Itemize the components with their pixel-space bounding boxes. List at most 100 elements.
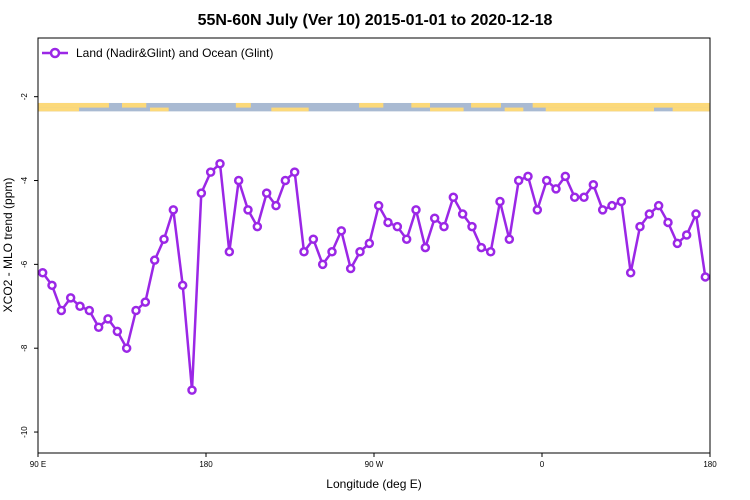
legend: Land (Nadir&Glint) and Ocean (Glint) (42, 46, 273, 60)
data-point (121, 343, 132, 353)
data-point (252, 221, 263, 232)
data-point (308, 234, 319, 244)
data-point (635, 221, 645, 232)
x-tick-label: 180 (703, 460, 717, 469)
strip-land (545, 107, 654, 112)
data-point (607, 200, 617, 211)
strip-land (38, 102, 109, 108)
data-point (299, 247, 309, 257)
data-point (485, 247, 496, 257)
data-point (625, 267, 636, 278)
strip-land (150, 107, 169, 112)
data-point (401, 234, 412, 244)
data-point (457, 209, 468, 219)
data-point (364, 238, 375, 249)
strip-land (532, 102, 710, 108)
data-point (177, 280, 188, 291)
data-point (289, 167, 300, 177)
y-axis-label: XCO2 - MLO trend (ppm) (1, 178, 15, 313)
data-point (224, 247, 235, 257)
data-point (579, 192, 589, 203)
x-axis-ticks: 90 E 180 90 W 0 180 (30, 453, 717, 469)
data-point (420, 242, 431, 253)
data-point (513, 175, 524, 186)
data-point (271, 200, 281, 211)
data-point (541, 175, 552, 186)
data-point (383, 217, 393, 228)
data-point (149, 255, 160, 265)
data-point (532, 205, 543, 215)
plot-frame (37, 37, 711, 454)
strip-land (471, 102, 501, 108)
data-point (168, 205, 179, 215)
data-point (336, 226, 347, 236)
legend-label: Land (Nadir&Glint) and Ocean (Glint) (76, 46, 273, 60)
x-tick-label: 180 (199, 460, 213, 469)
data-point (663, 217, 673, 228)
data-point (597, 205, 608, 215)
data-point (392, 221, 403, 232)
data-point (205, 167, 216, 177)
y-tick-label: -6 (20, 260, 29, 268)
x-tick-label: 90 E (30, 460, 46, 469)
data-point (476, 242, 487, 253)
data-point (504, 234, 515, 244)
data-point (261, 188, 272, 198)
y-axis-ticks: -2 -4 -6 -8 -10 (20, 93, 38, 438)
strip-land (271, 107, 309, 112)
strip-land (504, 107, 524, 112)
series-layer (37, 159, 711, 395)
data-point (103, 314, 113, 324)
data-point (429, 213, 440, 224)
strip-land (430, 107, 464, 112)
data-point (373, 200, 384, 211)
data-point (187, 385, 197, 395)
data-point (93, 322, 104, 332)
x-tick-label: 0 (540, 460, 545, 469)
data-point (84, 305, 95, 316)
data-point (653, 200, 664, 211)
data-point (196, 188, 207, 198)
y-tick-label: -10 (20, 426, 29, 438)
data-point (691, 209, 701, 219)
y-tick-label: -2 (20, 93, 29, 101)
data-point (243, 205, 253, 215)
x-axis-label: Longitude (deg E) (326, 477, 421, 491)
data-point (700, 272, 711, 282)
strip-land (672, 107, 710, 112)
data-point (495, 196, 505, 207)
data-point (233, 175, 244, 186)
data-point (439, 221, 449, 232)
strip-land (38, 107, 80, 112)
data-point (523, 171, 533, 182)
data-point (644, 209, 655, 219)
data-point (448, 192, 459, 203)
data-point (355, 247, 365, 257)
data-point (140, 297, 151, 307)
data-point (616, 196, 627, 207)
x-tick-label: 90 W (365, 460, 384, 469)
data-point (47, 280, 57, 291)
data-point (280, 175, 291, 186)
legend-marker (49, 47, 61, 59)
data-point (672, 238, 683, 249)
data-point (560, 171, 571, 182)
data-point (131, 305, 141, 316)
chart-title: 55N-60N July (Ver 10) 2015-01-01 to 2020… (198, 12, 553, 29)
y-tick-label: -8 (20, 344, 29, 352)
strip-land (359, 102, 384, 108)
data-point (37, 267, 48, 278)
data-point (345, 263, 356, 274)
data-point (75, 301, 85, 312)
data-point (112, 326, 123, 337)
data-point (569, 192, 580, 203)
data-point (588, 179, 599, 190)
data-point (467, 221, 477, 232)
series-line (41, 162, 707, 392)
strip-land (235, 102, 251, 108)
strip-land (411, 102, 430, 108)
data-point (159, 234, 169, 244)
data-point (411, 205, 421, 215)
data-point (681, 230, 692, 240)
